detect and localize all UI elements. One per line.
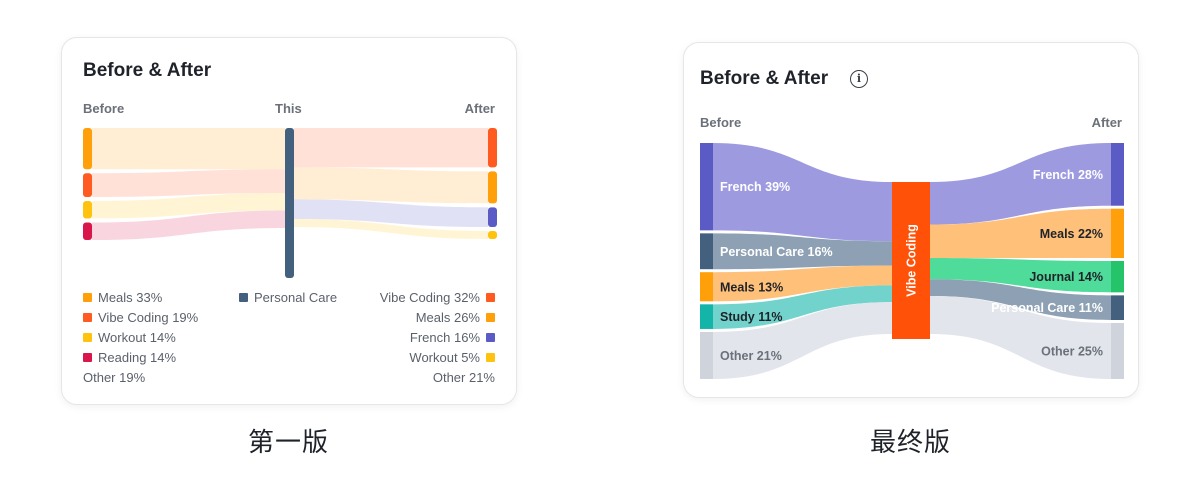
- legend-item-after: Vibe Coding 32%: [380, 289, 495, 305]
- info-icon[interactable]: i: [850, 70, 868, 88]
- legend-label: French 16%: [409, 329, 480, 345]
- after-column-header: After: [1091, 115, 1122, 130]
- sankey-chart-final: French 39% Personal Care 16% Meals 13% Stud…: [700, 143, 1124, 379]
- legend-swatch: [486, 352, 495, 362]
- this-column-header: This: [275, 101, 302, 116]
- node-before: [700, 331, 713, 379]
- before-column-header: Before: [700, 115, 742, 130]
- legend-item-before: Other 19%: [83, 369, 145, 385]
- flow-band-after: [930, 279, 1111, 320]
- legend-item-after: Meals 26%: [416, 309, 495, 325]
- node-label-after: Other 25%: [1041, 345, 1103, 359]
- legend-label: Other 19%: [83, 369, 146, 385]
- legend-swatch: [83, 292, 92, 302]
- flow-band-vibe-coding: [92, 169, 285, 197]
- legend-item-after: French 16%: [410, 329, 495, 345]
- flow-band-vibe-coding: [294, 128, 488, 168]
- node-label-before: Personal Care 16%: [720, 245, 833, 259]
- node-before: [700, 233, 713, 270]
- node-label-before: Meals 13%: [720, 280, 783, 294]
- caption-final-version: 最终版: [870, 427, 952, 457]
- node-after: [1111, 295, 1124, 320]
- card-title: Before & After: [83, 60, 212, 81]
- legend-item-before: Vibe Coding 19%: [83, 309, 198, 325]
- node-label-center: Vibe Coding: [905, 224, 919, 297]
- legend-swatch: [486, 312, 495, 322]
- flow-band-before: [713, 285, 892, 329]
- node-before-meals: [83, 128, 92, 170]
- flow-band-reading: [92, 210, 285, 240]
- flow-band-before: [713, 143, 892, 242]
- legend-label: Vibe Coding 19%: [98, 309, 199, 325]
- flow-band-after: [930, 257, 1111, 293]
- node-label-after: Journal 14%: [1029, 270, 1103, 284]
- sankey-chart-first: [83, 128, 497, 278]
- node-center-vibe-coding: [892, 182, 930, 339]
- flow-band-workout: [92, 193, 285, 219]
- flow-band-before: [713, 233, 892, 270]
- legend-label: Meals 33%: [98, 289, 163, 305]
- node-before: [700, 272, 713, 302]
- legend-swatch: [83, 332, 92, 342]
- node-before: [700, 304, 713, 329]
- node-this-personal-care: [285, 128, 294, 278]
- node-label-before: Other 21%: [720, 349, 782, 363]
- flow-band-before: [713, 265, 892, 302]
- node-before: [700, 143, 713, 231]
- flow-band-meals: [92, 128, 285, 170]
- node-after-vibe-coding: [488, 128, 497, 168]
- node-after-french: [488, 207, 497, 228]
- legend-swatch: [83, 312, 92, 322]
- caption-first-version: 第一版: [248, 427, 330, 457]
- legend-item-after: Workout 5%: [409, 349, 495, 365]
- legend-item-before: Meals 33%: [83, 289, 162, 305]
- sankey-card-first-version: Before & After Before This After Meals 3…: [61, 37, 517, 405]
- flow-band-workout: [294, 219, 488, 240]
- legend-label: Meals 26%: [415, 309, 480, 325]
- flow-band-after: [930, 295, 1111, 379]
- flow-band-before: [713, 302, 892, 379]
- node-label-before: Study 11%: [720, 310, 783, 324]
- node-after: [1111, 323, 1124, 379]
- flow-band-after: [930, 143, 1111, 225]
- legend-swatch: [239, 292, 248, 302]
- legend-label: Vibe Coding 32%: [379, 289, 480, 305]
- node-before-workout: [83, 201, 92, 219]
- flow-band-after: [930, 208, 1111, 258]
- legend-label: Workout 5%: [409, 349, 480, 365]
- before-column-header: Before: [83, 101, 125, 116]
- sankey-card-final-version: Before & After i Before After French 39%…: [683, 42, 1139, 398]
- legend-item-before: Workout 14%: [83, 329, 176, 345]
- node-after: [1111, 143, 1124, 206]
- legend-swatch: [83, 352, 92, 362]
- legend-label: Personal Care: [254, 289, 338, 305]
- legend-label: Other 21%: [432, 369, 495, 385]
- flow-band-french: [294, 199, 488, 228]
- legend-label: Reading 14%: [98, 349, 177, 365]
- node-after-workout: [488, 231, 497, 240]
- node-label-after: Meals 22%: [1040, 227, 1103, 241]
- node-before-vibe-coding: [83, 173, 92, 197]
- legend-swatch: [486, 292, 495, 302]
- legend-swatch: [486, 332, 495, 342]
- legend-item-after: Other 21%: [433, 369, 495, 385]
- legend-item-this: Personal Care: [239, 289, 337, 305]
- node-label-after: French 28%: [1033, 168, 1103, 182]
- legend-label: Workout 14%: [98, 329, 176, 345]
- legend-item-before: Reading 14%: [83, 349, 176, 365]
- card-title: Before & After: [700, 68, 829, 89]
- node-after-meals: [488, 171, 497, 204]
- after-column-header: After: [464, 101, 495, 116]
- node-after: [1111, 208, 1124, 258]
- flow-band-meals: [294, 167, 488, 204]
- node-label-after: Personal Care 11%: [991, 301, 1103, 315]
- node-after: [1111, 261, 1124, 293]
- node-label-before: French 39%: [720, 180, 790, 194]
- node-before-reading: [83, 222, 92, 240]
